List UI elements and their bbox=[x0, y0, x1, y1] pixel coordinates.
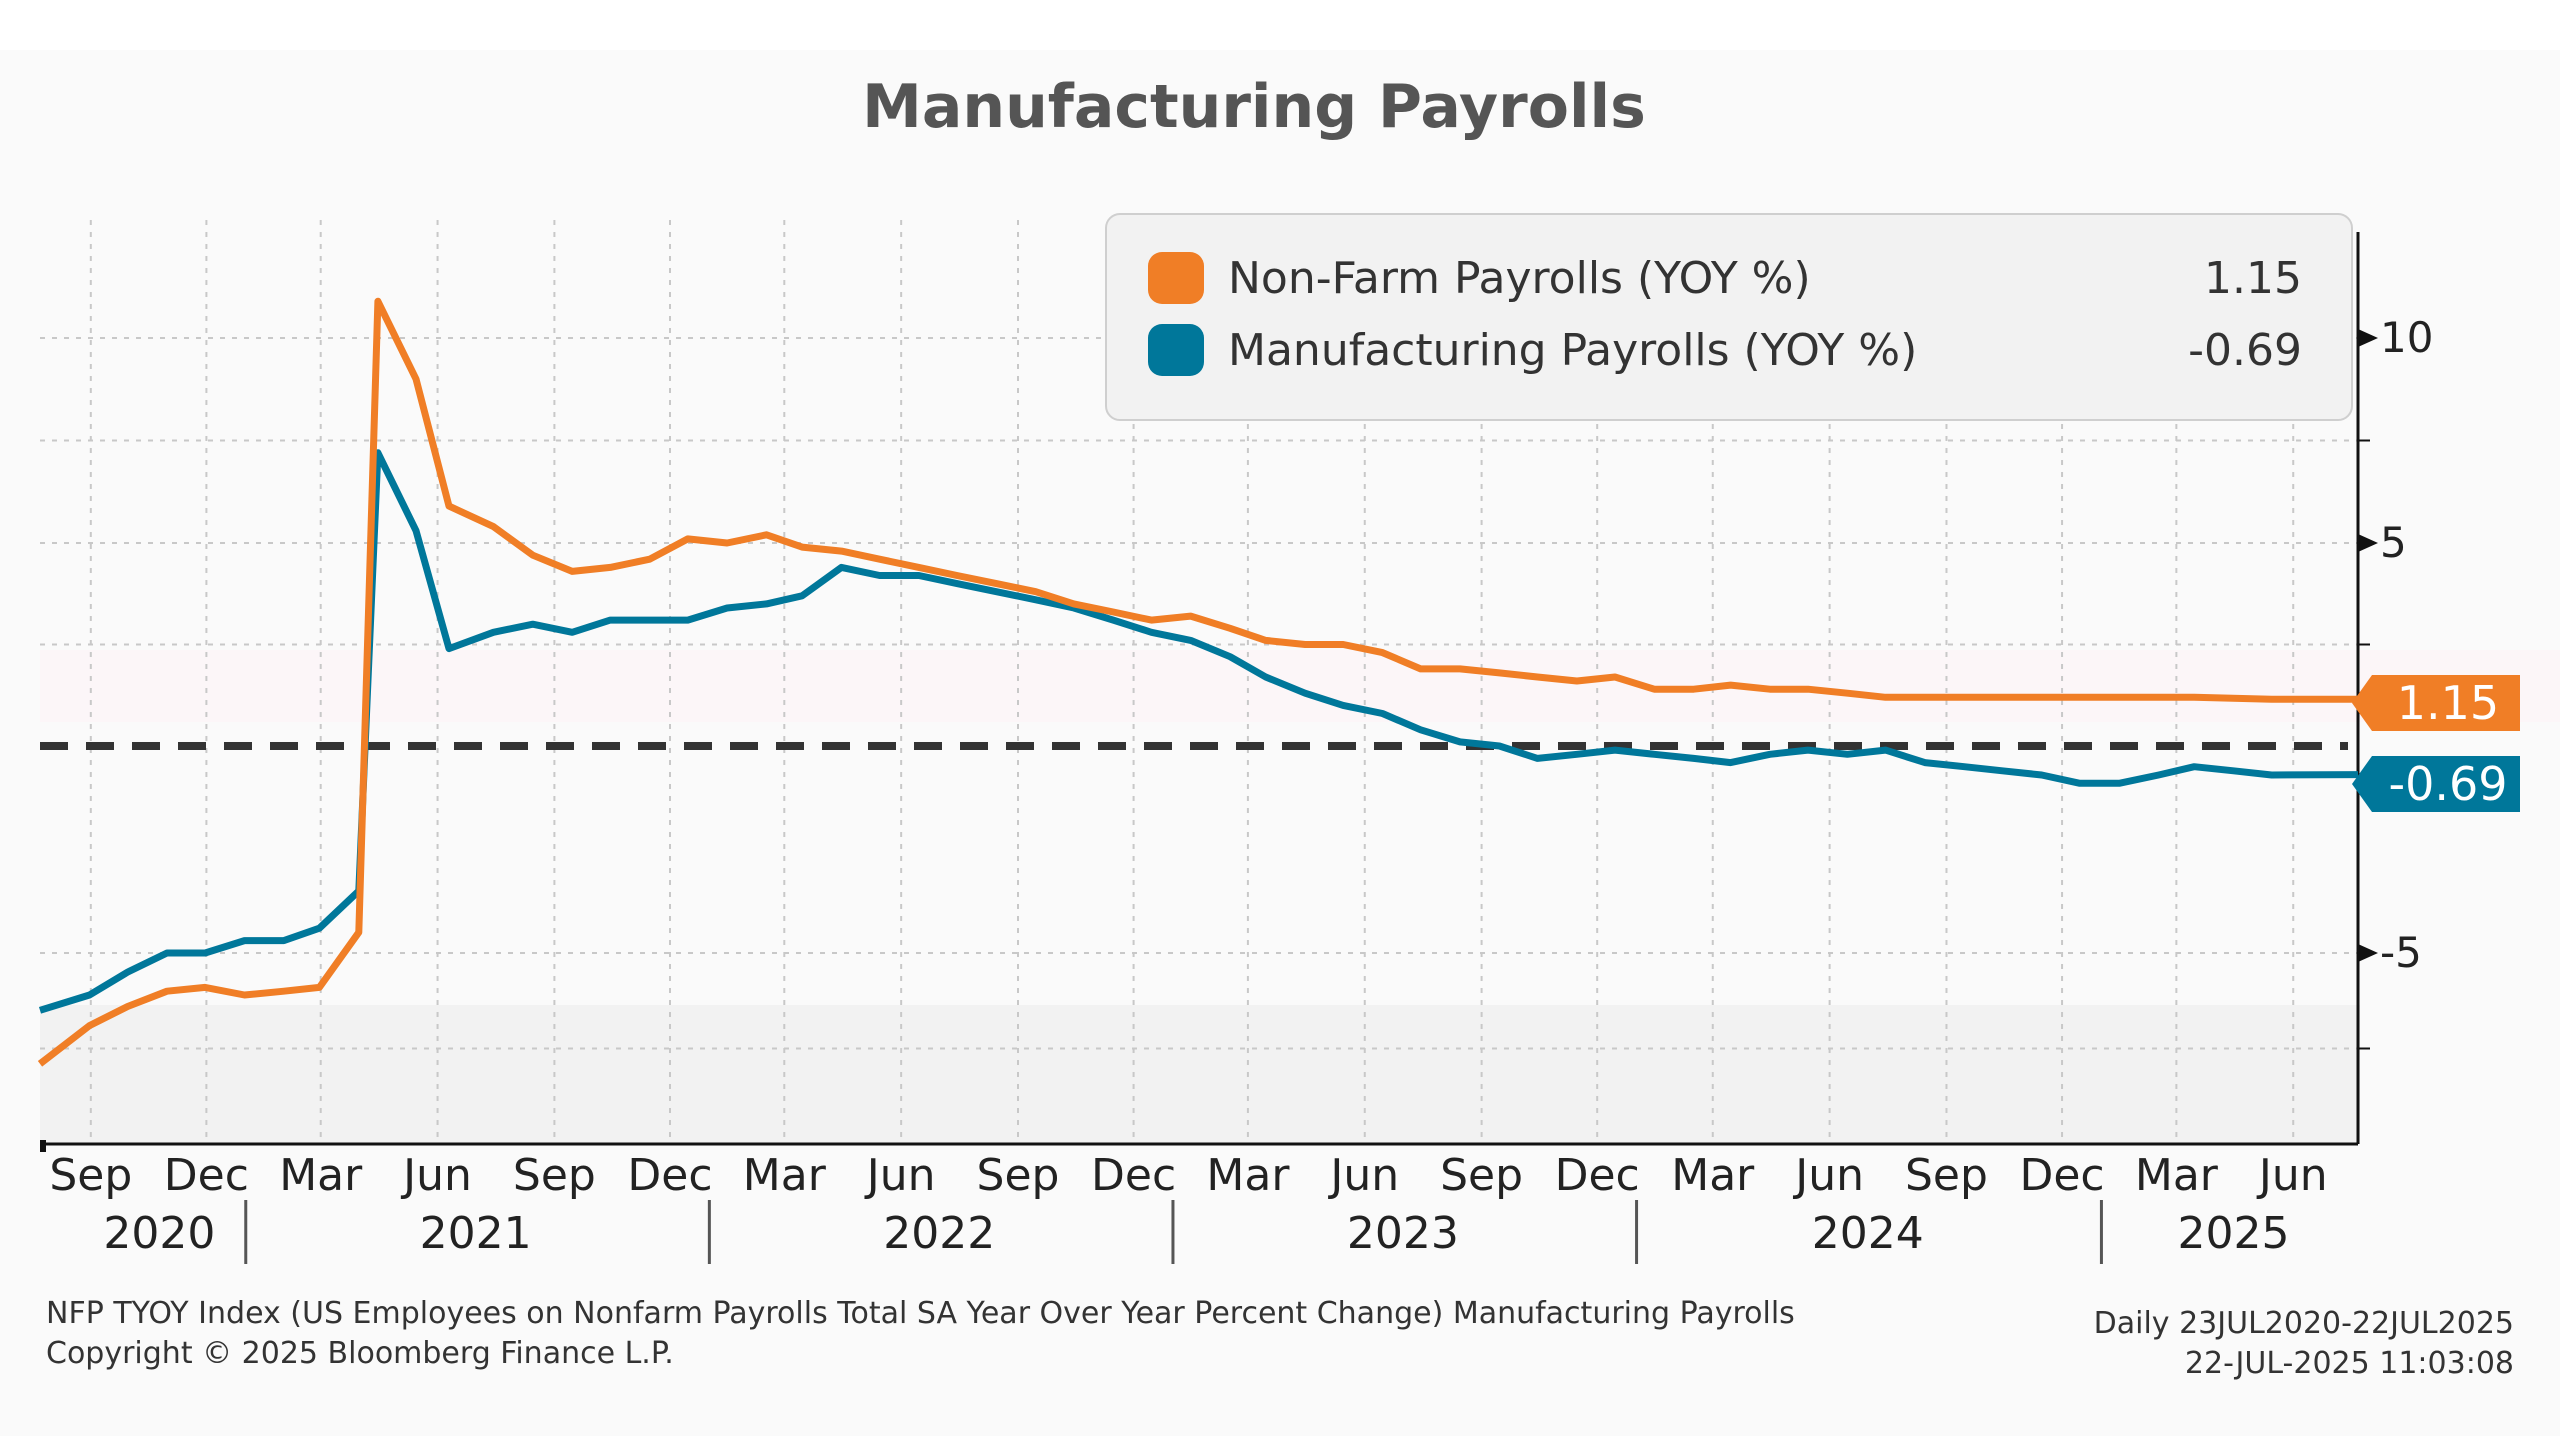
x-tick-label-month: Mar bbox=[1206, 1150, 1290, 1201]
legend-box bbox=[1105, 213, 2353, 421]
y-tick-label: 10 bbox=[2380, 313, 2433, 362]
legend: Non-Farm Payrolls (YOY %) 1.15 Manufacturi… bbox=[1105, 213, 2353, 421]
x-tick-label-year: 2024 bbox=[1812, 1208, 1924, 1259]
x-tick-label-month: Sep bbox=[513, 1150, 596, 1201]
x-tick-label-month: Jun bbox=[1792, 1150, 1864, 1201]
legend-swatch bbox=[1148, 324, 1204, 376]
x-axis-labels: Sep Dec Mar Jun Sep Dec Mar Jun Sep Dec Mar Jun Sep D… bbox=[49, 1150, 2328, 1264]
y-tick-label: 5 bbox=[2380, 518, 2407, 567]
grid-lines bbox=[40, 220, 2358, 1144]
legend-value: 1.15 bbox=[2204, 253, 2302, 304]
background-bands bbox=[40, 650, 2560, 1144]
chart-title: Manufacturing Payrolls bbox=[862, 72, 1646, 142]
legend-label: Manufacturing Payrolls (YOY %) bbox=[1228, 325, 1917, 376]
nfp-last-value-tag-shape bbox=[2352, 675, 2520, 731]
legend-label: Non-Farm Payrolls (YOY %) bbox=[1228, 253, 1811, 304]
mfg-last-value-tag-shape bbox=[2352, 756, 2520, 812]
x-tick-label-month: Dec bbox=[1555, 1150, 1640, 1201]
x-tick-label-month: Sep bbox=[1440, 1150, 1523, 1201]
band-high bbox=[40, 650, 2560, 722]
x-tick-label-month: Jun bbox=[1327, 1150, 1399, 1201]
x-tick-label-year: 2025 bbox=[2178, 1208, 2290, 1259]
series-line-nfp bbox=[37, 297, 2358, 1067]
x-tick-label-month: Sep bbox=[977, 1150, 1060, 1201]
band-low bbox=[40, 1005, 2360, 1144]
x-tick-label-year: 2023 bbox=[1347, 1208, 1459, 1259]
nfp-last-value-tag: 1.15 bbox=[2352, 675, 2520, 731]
mfg-last-value-tag-text: -0.69 bbox=[2388, 757, 2507, 811]
series-line-manufacturing bbox=[38, 449, 2359, 1014]
y-tick-arrow bbox=[2358, 329, 2378, 347]
y-tick-arrow bbox=[2358, 534, 2378, 552]
legend-swatch bbox=[1148, 252, 1204, 304]
legend-value: -0.69 bbox=[2188, 325, 2302, 376]
x-tick-label-month: Dec bbox=[627, 1150, 712, 1201]
mfg-last-value-tag: -0.69 bbox=[2352, 756, 2520, 812]
x-tick-label-month: Jun bbox=[400, 1150, 472, 1201]
series-lines bbox=[37, 297, 2359, 1067]
x-tick-label-month: Mar bbox=[279, 1150, 363, 1201]
nfp-last-value-tag-text: 1.15 bbox=[2397, 676, 2499, 730]
last-value-tags: 1.15 -0.69 bbox=[2352, 675, 2520, 812]
x-tick-label-month: Jun bbox=[2256, 1150, 2328, 1201]
line-chart: Sep Dec Mar Jun Sep Dec Mar Jun Sep Dec Mar Jun Sep D… bbox=[37, 213, 2560, 1264]
x-tick-label-month: Mar bbox=[1671, 1150, 1755, 1201]
x-tick-label-month: Dec bbox=[164, 1150, 249, 1201]
x-tick-label-month: Jun bbox=[864, 1150, 936, 1201]
x-tick-label-month: Dec bbox=[1091, 1150, 1176, 1201]
footer-timestamp: 22-JUL-2025 11:03:08 bbox=[2184, 1346, 2514, 1381]
y-tick-arrow bbox=[2358, 944, 2378, 962]
x-axis-end-tick bbox=[40, 1140, 46, 1152]
x-tick-label-month: Mar bbox=[2135, 1150, 2219, 1201]
footer-frequency-range: Daily 23JUL2020-22JUL2025 bbox=[2093, 1306, 2514, 1341]
x-tick-label-year: 2021 bbox=[420, 1208, 532, 1259]
x-tick-label-year: 2020 bbox=[103, 1208, 215, 1259]
y-tick-label: -5 bbox=[2380, 928, 2422, 977]
x-tick-label-month: Mar bbox=[743, 1150, 827, 1201]
x-tick-label-month: Dec bbox=[2019, 1150, 2104, 1201]
axes bbox=[40, 232, 2370, 1152]
x-tick-label-month: Sep bbox=[49, 1150, 132, 1201]
y-axis-labels: -5 5 10 bbox=[2358, 313, 2433, 977]
footer-description: NFP TYOY Index (US Employees on Nonfarm … bbox=[46, 1296, 1795, 1331]
footer-copyright: Copyright © 2025 Bloomberg Finance L.P. bbox=[46, 1336, 674, 1371]
x-tick-label-month: Sep bbox=[1905, 1150, 1988, 1201]
x-tick-label-year: 2022 bbox=[883, 1208, 995, 1259]
